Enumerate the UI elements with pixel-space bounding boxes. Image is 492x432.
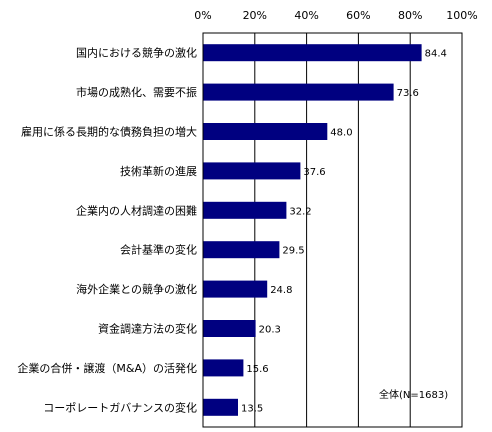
bar — [203, 280, 268, 298]
category-label: 雇用に係る長期的な債務負担の増大 — [21, 125, 197, 139]
value-labels: 84.4 73.6 48.0 37.6 32.2 29.5 24.8 20.3 15.6 13.5 — [241, 49, 447, 415]
x-tick-label: 20% — [243, 9, 267, 22]
category-label: 企業内の人材調達の困難 — [76, 203, 197, 217]
x-tick-label: 100% — [446, 9, 477, 22]
bar — [203, 320, 256, 337]
plot-area-border — [202, 32, 463, 428]
value-label: 24.8 — [270, 285, 292, 296]
bar — [203, 162, 301, 180]
x-tick-label: 0% — [194, 9, 211, 22]
category-label: 海外企業との競争の激化 — [76, 282, 197, 296]
category-label: 市場の成熟化、需要不振 — [76, 85, 197, 99]
value-label: 73.6 — [397, 88, 419, 99]
value-label: 15.6 — [246, 364, 268, 375]
value-label: 29.5 — [282, 246, 304, 257]
bar — [203, 359, 244, 377]
value-label: 13.5 — [241, 403, 263, 414]
category-label: コーポレートガバナンスの変化 — [43, 400, 197, 414]
sample-size-note: 全体(N=1683) — [379, 388, 448, 401]
category-label: 企業の合併・譲渡（M&A）の活発化 — [17, 361, 197, 375]
bar — [203, 123, 328, 140]
category-label: 会計基準の変化 — [120, 243, 197, 257]
bar — [203, 398, 238, 416]
value-label: 32.2 — [289, 206, 311, 217]
value-label: 20.3 — [259, 325, 281, 336]
category-label: 国内における競争の激化 — [76, 46, 197, 60]
value-label: 37.6 — [303, 167, 325, 178]
x-axis-ticks: 0% 20% 40% 60% 80% 100% — [194, 9, 477, 22]
category-label: 資金調達方法の変化 — [98, 322, 197, 336]
bar — [203, 201, 287, 219]
bar — [203, 83, 394, 101]
bars — [203, 44, 422, 416]
bar — [203, 44, 422, 62]
x-tick-label: 60% — [346, 9, 370, 22]
category-label: 技術革新の進展 — [120, 164, 197, 178]
value-label: 84.4 — [425, 49, 447, 60]
bar — [203, 241, 280, 259]
value-label: 48.0 — [330, 128, 352, 139]
category-labels: 国内における競争の激化市場の成熟化、需要不振雇用に係る長期的な債務負担の増大技術… — [17, 46, 197, 415]
x-tick-label: 40% — [294, 9, 318, 22]
x-tick-label: 80% — [398, 9, 422, 22]
